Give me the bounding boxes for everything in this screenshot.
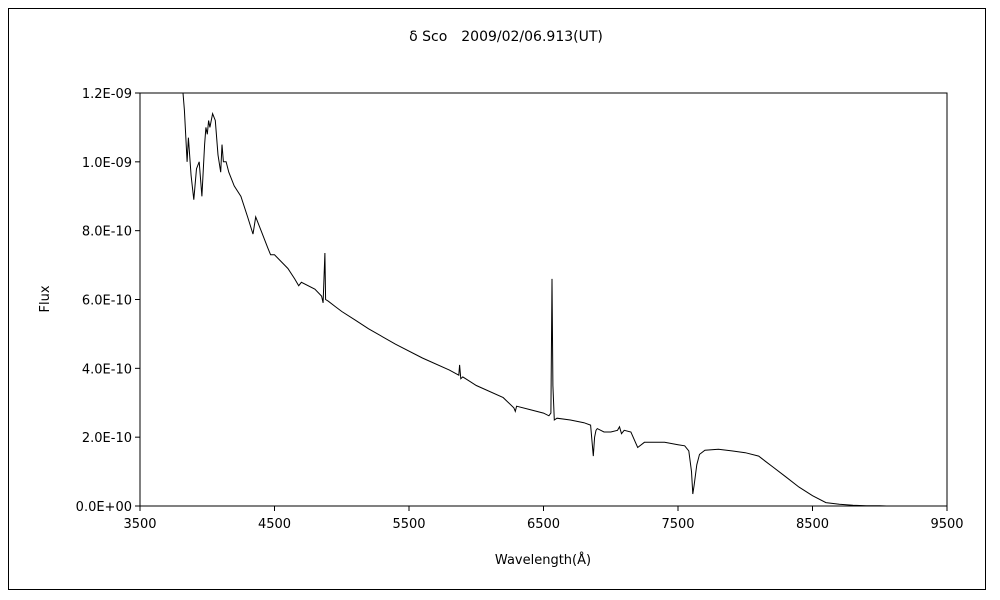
x-tick-label: 4500 <box>258 517 291 532</box>
y-tick-label: 6.0E-10 <box>82 294 132 309</box>
plot-area <box>139 92 948 507</box>
chart-title: δ Sco 2009/02/06.913(UT) <box>409 29 603 45</box>
x-tick-label: 9500 <box>930 517 963 532</box>
y-tick-label: 8.0E-10 <box>82 225 132 240</box>
y-tick-label: 2.0E-10 <box>82 431 132 446</box>
y-tick-label: 1.0E-09 <box>82 156 132 171</box>
x-tick-label: 5500 <box>392 517 425 532</box>
x-tick-label: 7500 <box>661 517 694 532</box>
spectrum-chart: δ Sco 2009/02/06.913(UT) 3500 4500 5500 650… <box>38 29 964 568</box>
x-tick-label: 6500 <box>527 517 560 532</box>
y-tick-label: 1.2E-09 <box>82 87 132 102</box>
y-tick-label: 4.0E-10 <box>82 362 132 377</box>
spectrum-line <box>182 92 887 507</box>
x-axis-label: Wavelength(Å) <box>495 552 591 568</box>
x-tick-label: 3500 <box>123 517 156 532</box>
x-tick-label: 8500 <box>796 517 829 532</box>
y-tick-label: 0.0E+00 <box>76 500 132 515</box>
chart-frame: δ Sco 2009/02/06.913(UT) 3500 4500 5500 650… <box>8 8 986 590</box>
y-axis-label: Flux <box>38 285 53 312</box>
